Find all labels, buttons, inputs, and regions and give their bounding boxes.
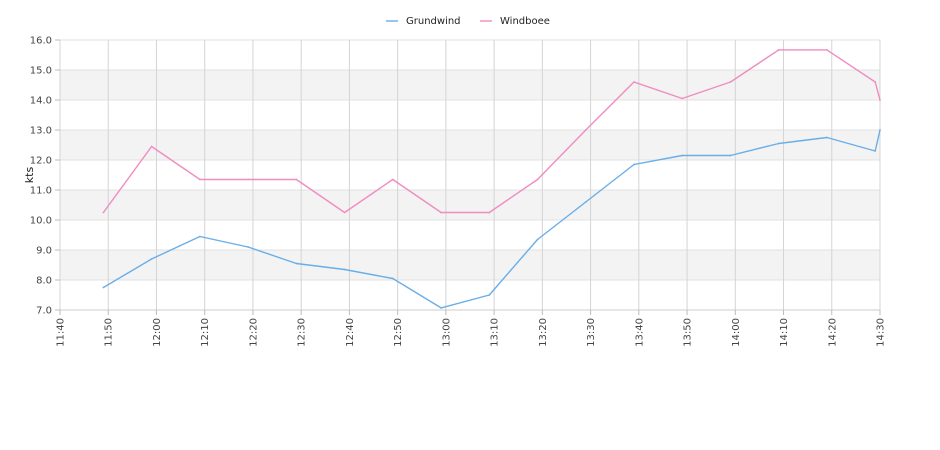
x-tick-label: 13:40 bbox=[634, 318, 645, 347]
y-tick-label: 13.0 bbox=[30, 126, 52, 137]
data-point bbox=[874, 150, 877, 152]
horizontal-gridlines bbox=[60, 39, 880, 311]
x-tick-label: 14:00 bbox=[731, 318, 742, 347]
data-point bbox=[681, 97, 684, 100]
x-tick-label: 13:50 bbox=[683, 318, 694, 347]
data-point bbox=[729, 81, 732, 83]
data-point bbox=[879, 129, 881, 131]
data-point bbox=[729, 154, 732, 157]
data-point bbox=[102, 211, 105, 214]
data-point bbox=[247, 246, 250, 248]
x-tick-label: 12:10 bbox=[200, 318, 211, 347]
x-tick-label: 12:40 bbox=[345, 318, 356, 347]
data-point bbox=[826, 136, 828, 139]
y-tick-label: 8.0 bbox=[36, 276, 52, 287]
x-tick-label: 14:30 bbox=[876, 318, 887, 347]
data-point bbox=[584, 201, 587, 203]
data-point bbox=[391, 178, 394, 181]
data-point bbox=[198, 178, 201, 181]
data-point bbox=[150, 145, 153, 148]
y-tick-label: 16.0 bbox=[30, 36, 52, 47]
data-point bbox=[826, 49, 828, 51]
data-point bbox=[633, 163, 635, 166]
x-tick-label: 11:50 bbox=[104, 318, 115, 347]
grid-band bbox=[60, 130, 880, 160]
data-point bbox=[198, 235, 201, 238]
series-lines bbox=[102, 49, 881, 309]
data-point bbox=[391, 277, 394, 280]
x-tick-label: 14:20 bbox=[827, 318, 838, 347]
y-tick-label: 7.0 bbox=[36, 306, 52, 317]
data-point bbox=[440, 307, 442, 309]
data-point bbox=[440, 211, 442, 214]
x-axis-ticks: 11:40 11:50 12:00 12:10 12:20 12:30 12:40 12:50… bbox=[56, 310, 887, 347]
data-point bbox=[295, 262, 298, 265]
legend: Grundwind Windboee bbox=[386, 16, 550, 27]
grid-band bbox=[60, 250, 880, 280]
data-point bbox=[488, 294, 491, 296]
x-tick-label: 12:20 bbox=[248, 318, 259, 347]
y-tick-label: 10.0 bbox=[30, 216, 52, 227]
y-axis-ticks: 7.0 8.0 9.0 10.0 11.0 12.0 13.0 14.0 15.0 16.0 bbox=[30, 36, 60, 317]
x-tick-label: 12:30 bbox=[297, 318, 308, 347]
y-tick-label: 14.0 bbox=[30, 96, 52, 107]
x-tick-label: 13:00 bbox=[441, 318, 452, 347]
data-point bbox=[777, 49, 780, 51]
x-tick-label: 13:20 bbox=[538, 318, 549, 347]
vertical-gridlines bbox=[59, 40, 881, 311]
x-tick-label: 11:40 bbox=[56, 318, 67, 347]
series-line-windboee bbox=[102, 49, 881, 214]
data-point bbox=[343, 211, 346, 214]
x-tick-label: 12:00 bbox=[152, 318, 163, 347]
data-point bbox=[681, 154, 684, 157]
x-tick-label: 12:50 bbox=[393, 318, 404, 347]
x-tick-label: 14:10 bbox=[779, 318, 790, 347]
grid-band bbox=[60, 70, 880, 100]
data-point bbox=[584, 129, 587, 131]
y-tick-label: 9.0 bbox=[36, 246, 52, 257]
y-tick-label: 12.0 bbox=[30, 156, 52, 167]
series-line-grundwind bbox=[103, 129, 881, 309]
grid-bands bbox=[60, 70, 880, 280]
data-point bbox=[102, 286, 105, 289]
data-point bbox=[879, 99, 881, 101]
legend-label: Grundwind bbox=[406, 16, 461, 27]
data-point bbox=[488, 211, 491, 214]
data-point bbox=[874, 81, 877, 83]
grid-band bbox=[60, 190, 880, 220]
data-point bbox=[295, 178, 298, 181]
data-point bbox=[777, 142, 780, 145]
legend-label: Windboee bbox=[500, 16, 550, 27]
y-tick-label: 15.0 bbox=[30, 66, 52, 77]
data-point bbox=[247, 178, 250, 181]
y-axis-label: kts bbox=[23, 167, 36, 184]
y-tick-label: 11.0 bbox=[30, 186, 52, 197]
data-point bbox=[536, 178, 539, 181]
data-point bbox=[150, 258, 153, 260]
data-point bbox=[536, 238, 539, 241]
x-tick-label: 13:30 bbox=[586, 318, 597, 347]
data-point bbox=[633, 81, 635, 83]
data-point bbox=[343, 268, 346, 271]
x-tick-label: 13:10 bbox=[490, 318, 501, 347]
